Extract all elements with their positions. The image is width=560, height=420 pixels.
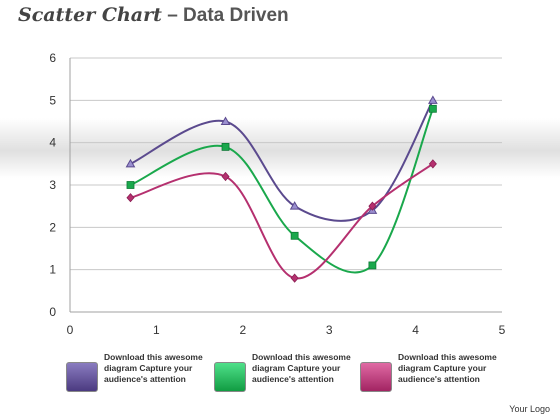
highlight-band	[0, 118, 560, 178]
y-tick-label: 3	[49, 178, 56, 192]
data-point-diamond	[428, 159, 437, 169]
x-tick-label: 4	[412, 323, 419, 337]
y-tick-label: 6	[49, 51, 56, 65]
legend-item-1: Download this awesome diagram Capture yo…	[66, 350, 206, 404]
legend-text-3: Download this awesome diagram Capture yo…	[398, 352, 497, 384]
data-point-square	[428, 104, 437, 113]
y-tick-label: 5	[49, 93, 56, 107]
data-point-square	[368, 261, 377, 270]
x-tick-label: 0	[67, 323, 74, 337]
legend-swatch-purple	[66, 362, 98, 392]
data-point-triangle	[428, 95, 438, 104]
legend-text-2: Download this awesome diagram Capture yo…	[252, 352, 351, 384]
y-tick-label: 4	[49, 136, 56, 150]
data-point-triangle	[125, 158, 136, 168]
data-point-diamond	[368, 201, 377, 211]
x-tick-label: 3	[326, 323, 333, 337]
data-point-square	[290, 231, 299, 240]
legend-swatch-green	[214, 362, 246, 392]
data-point-square	[126, 181, 135, 189]
data-point-diamond	[221, 171, 230, 182]
y-tick-label: 1	[49, 263, 56, 277]
page-title: Scatter Chart – Data Driven	[18, 4, 289, 27]
legend-item-3: Download this awesome diagram Capture yo…	[360, 350, 500, 404]
data-point-diamond	[126, 193, 135, 203]
footer-logo: Your Logo	[509, 404, 550, 414]
y-tick-label: 0	[49, 305, 56, 319]
data-point-square	[221, 142, 230, 151]
legend-item-2: Download this awesome diagram Capture yo…	[214, 350, 354, 404]
legend-swatch-pink	[360, 362, 392, 392]
y-tick-label: 2	[49, 220, 56, 234]
x-tick-label: 5	[499, 323, 506, 337]
title-sub: – Data Driven	[167, 5, 289, 26]
title-main: Scatter Chart	[18, 4, 162, 26]
data-point-triangle	[289, 201, 300, 210]
x-tick-label: 1	[153, 323, 160, 337]
series-line-3	[130, 163, 434, 280]
series-line-1	[130, 99, 434, 222]
legend-text-1: Download this awesome diagram Capture yo…	[104, 352, 203, 384]
data-point-diamond	[290, 273, 299, 283]
x-tick-label: 2	[239, 323, 246, 337]
data-point-triangle	[220, 116, 231, 125]
